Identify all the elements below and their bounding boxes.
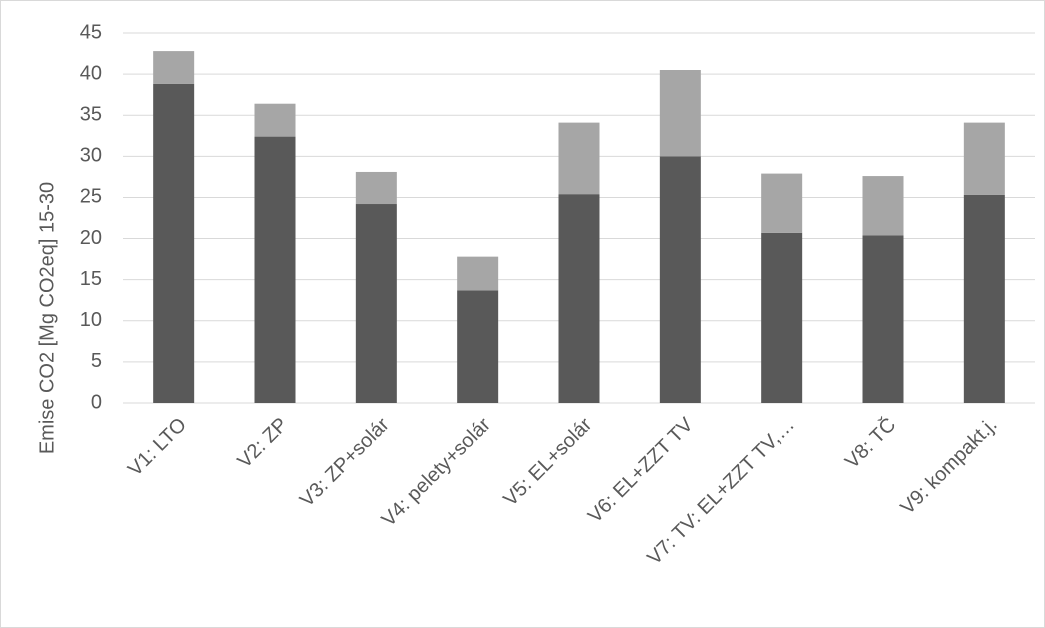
bar-segment [558,194,600,403]
bar-segment [659,70,701,157]
y-tick-label: 20 [80,227,102,249]
bar-segment [761,173,803,233]
bar-segment [862,235,904,403]
y-axis-title: Emise CO2 [Mg CO2eq] 15-30 [36,182,58,454]
bar-segment [153,51,195,84]
y-tick-label: 15 [80,268,102,290]
bar-segment [963,122,1005,195]
bar-segment [355,204,397,403]
bar-segment [254,103,296,137]
bar-segment [457,290,499,403]
y-tick-label: 5 [91,350,102,372]
bar-segment [355,171,397,205]
bar-segment [761,232,803,403]
bar-segment [862,176,904,236]
y-tick-label: 35 [80,104,102,126]
y-tick-label: 30 [80,145,102,167]
y-tick-label: 10 [80,309,102,331]
bar-segment [457,256,499,291]
bar-segment [558,122,600,195]
bar-segment [153,83,195,403]
y-tick-label: 0 [91,391,102,413]
bar-segment [659,156,701,403]
y-tick-label: 40 [80,62,102,84]
y-tick-label: 45 [80,21,102,43]
y-tick-label: 25 [80,186,102,208]
bar-segment [963,194,1005,403]
bar-segment [254,136,296,403]
